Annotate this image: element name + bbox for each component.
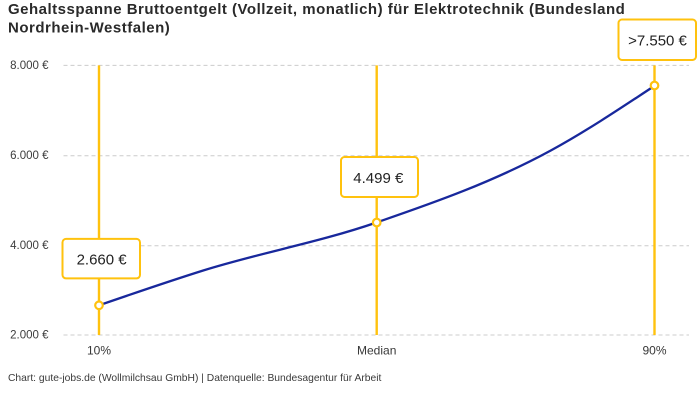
- svg-text:2.660 €: 2.660 €: [77, 252, 128, 269]
- svg-text:6.000 €: 6.000 €: [10, 150, 49, 162]
- svg-text:2.000 €: 2.000 €: [10, 330, 49, 342]
- svg-text:>7.550 €: >7.550 €: [628, 33, 687, 50]
- svg-text:Nordrhein-Westfalen): Nordrhein-Westfalen): [8, 20, 170, 37]
- svg-text:Chart: gute-jobs.de (Wollmilch: Chart: gute-jobs.de (Wollmilchsau GmbH) …: [8, 373, 381, 384]
- svg-text:8.000 €: 8.000 €: [10, 60, 49, 72]
- svg-text:Median: Median: [357, 344, 396, 358]
- svg-text:4.499 €: 4.499 €: [353, 170, 404, 187]
- svg-text:90%: 90%: [642, 344, 666, 358]
- svg-text:4.000 €: 4.000 €: [10, 240, 49, 252]
- svg-text:Gehaltsspanne Bruttoentgelt (V: Gehaltsspanne Bruttoentgelt (Vollzeit, m…: [8, 1, 625, 18]
- svg-text:10%: 10%: [87, 344, 111, 358]
